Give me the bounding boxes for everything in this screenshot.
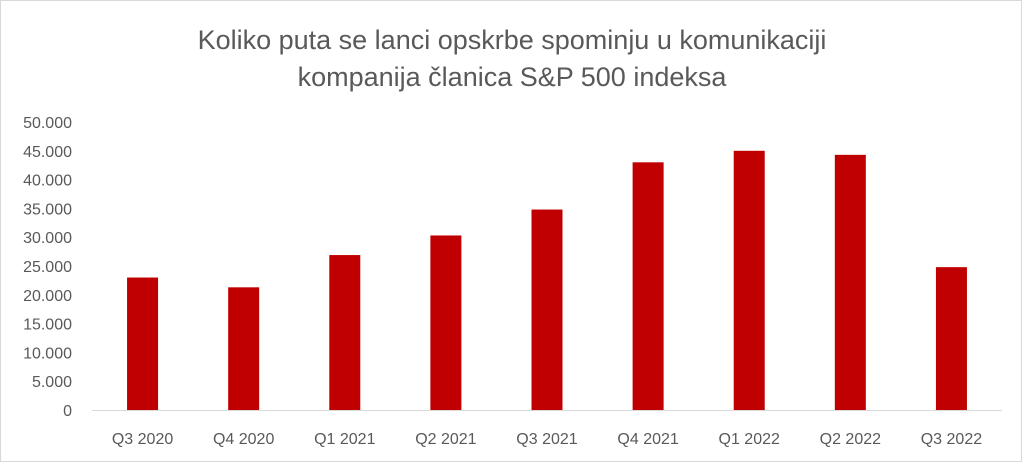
x-tick-label: Q3 2020: [112, 431, 173, 448]
y-tick-label: 15.000: [23, 317, 72, 334]
chart-title: Koliko puta se lanci opskrbe spominju u …: [0, 22, 1024, 96]
bar: [834, 154, 866, 410]
bar: [733, 150, 765, 411]
x-tick-label: Q4 2020: [213, 431, 274, 448]
x-tick-label: Q1 2022: [719, 431, 780, 448]
y-tick-label: 40.000: [23, 173, 72, 190]
bar: [127, 277, 159, 410]
y-tick-label: 5.000: [32, 374, 72, 391]
y-tick-label: 0: [63, 403, 72, 420]
x-tick-label: Q1 2021: [314, 431, 375, 448]
bar: [632, 162, 664, 410]
y-tick-label: 35.000: [23, 201, 72, 218]
bar: [531, 209, 563, 410]
bar: [228, 287, 260, 410]
chart-title-line-2: kompanija članica S&P 500 indeksa: [297, 62, 727, 92]
x-tick-label: Q4 2021: [617, 431, 678, 448]
y-tick-label: 30.000: [23, 230, 72, 247]
chart-title-line-1: Koliko puta se lanci opskrbe spominju u …: [197, 25, 827, 55]
y-tick-label: 10.000: [23, 345, 72, 362]
y-tick-label: 25.000: [23, 259, 72, 276]
bar: [935, 267, 967, 410]
x-tick-label: Q3 2022: [921, 431, 982, 448]
x-tick-label: Q2 2021: [415, 431, 476, 448]
bar: [329, 255, 361, 410]
y-tick-label: 45.000: [23, 144, 72, 161]
bar: [430, 235, 462, 410]
x-tick-label: Q3 2021: [516, 431, 577, 448]
x-tick-label: Q2 2022: [820, 431, 881, 448]
y-tick-label: 50.000: [23, 115, 72, 132]
y-tick-label: 20.000: [23, 288, 72, 305]
